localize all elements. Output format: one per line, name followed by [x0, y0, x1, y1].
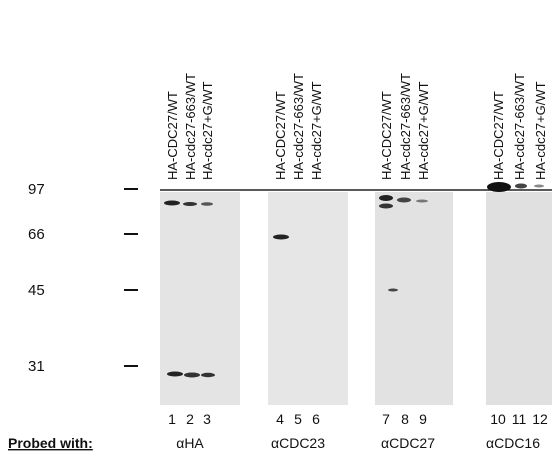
lane-label: HA-cdc27-663/WT — [512, 73, 527, 180]
lane-label: HA-cdc27+G/WT — [309, 81, 324, 180]
blot-panel — [486, 192, 552, 405]
marker-label: 66 — [28, 226, 45, 243]
probe-label: αCDC23 — [271, 435, 325, 451]
band — [388, 289, 398, 292]
band — [183, 202, 197, 206]
lane-label: HA-CDC27/WT — [379, 91, 394, 180]
lane-label: HA-cdc27-663/WT — [291, 73, 306, 180]
lane-number: 2 — [186, 411, 194, 427]
band — [184, 373, 200, 378]
blot-panel — [375, 192, 453, 405]
lane-label: HA-CDC27/WT — [165, 91, 180, 180]
lane-number: 7 — [382, 411, 390, 427]
band — [416, 200, 428, 203]
lane-number: 8 — [401, 411, 409, 427]
band — [167, 372, 183, 377]
band — [515, 184, 527, 189]
band — [273, 235, 289, 240]
band — [164, 201, 180, 206]
lane-label: HA-CDC27/WT — [273, 91, 288, 180]
band — [397, 198, 411, 203]
lane-number: 11 — [512, 411, 527, 427]
lane-number: 4 — [276, 411, 284, 427]
figure: 97664531 HA-CDC27/WT1HA-cdc27-663/WT2HA-… — [0, 0, 552, 455]
size-markers: 97 66 45 31 — [28, 181, 138, 375]
marker-label: 45 — [28, 282, 45, 299]
blots — [160, 182, 552, 405]
band — [201, 373, 215, 377]
lane-number: 3 — [203, 411, 211, 427]
lane-label: HA-cdc27-663/WT — [398, 73, 413, 180]
lane-number: 12 — [532, 411, 548, 427]
band — [379, 195, 393, 201]
probe-label: αCDC16 — [486, 435, 540, 451]
blot-panel — [268, 192, 348, 405]
band — [534, 185, 544, 188]
marker-label: 97 — [28, 181, 45, 198]
band — [487, 182, 511, 192]
band — [379, 204, 393, 209]
lane-number: 5 — [294, 411, 302, 427]
band — [201, 202, 213, 206]
probe-label: αHA — [176, 435, 204, 451]
probe-label: αCDC27 — [381, 435, 435, 451]
lane-label: HA-cdc27+G/WT — [416, 81, 431, 180]
lane-label: HA-cdc27+G/WT — [200, 81, 215, 180]
marker-label: 31 — [28, 358, 45, 375]
lane-number: 10 — [490, 411, 506, 427]
lane-number: 1 — [168, 411, 176, 427]
lane-label: HA-CDC27/WT — [491, 91, 506, 180]
lane-label: HA-cdc27+G/WT — [533, 81, 548, 180]
lane-number: 6 — [312, 411, 320, 427]
lane-number: 9 — [419, 411, 427, 427]
probed-with-label: Probed with: — [8, 435, 93, 451]
lane-label: HA-cdc27-663/WT — [183, 73, 198, 180]
